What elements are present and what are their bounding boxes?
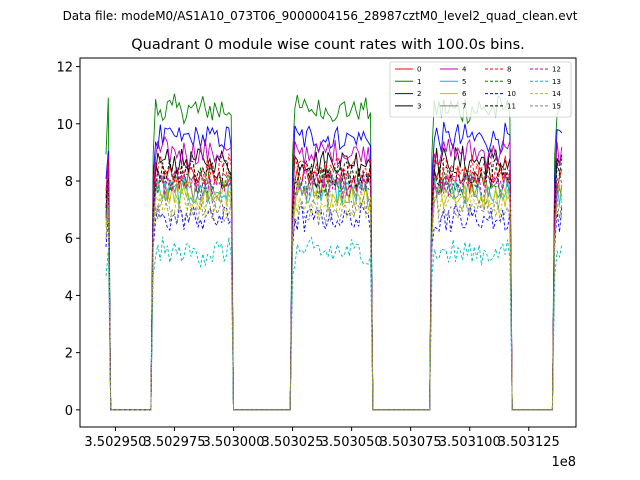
y-tick-label: 8 — [65, 175, 73, 190]
legend-label-1: 1 — [417, 78, 421, 86]
y-axis: 0 2 4 6 8 10 12 — [56, 61, 80, 419]
y-tick-label: 12 — [56, 61, 73, 76]
y-tick-label: 0 — [65, 404, 73, 419]
y-tick-label: 4 — [65, 289, 73, 304]
x-offset-label: 1e8 — [551, 455, 576, 470]
x-tick-label: 3.503025 — [262, 435, 324, 450]
legend-label-14: 14 — [552, 90, 561, 98]
legend-label-11: 11 — [507, 102, 516, 110]
series-line-9 — [105, 165, 563, 411]
x-tick-label: 3.503050 — [321, 435, 383, 450]
series-line-10 — [105, 202, 563, 411]
x-tick-label: 3.503000 — [203, 435, 265, 450]
legend-label-7: 7 — [462, 102, 466, 110]
legend-label-9: 9 — [507, 78, 511, 86]
x-tick-label: 3.503125 — [498, 435, 560, 450]
legend-label-12: 12 — [552, 66, 561, 74]
series-line-14 — [105, 188, 563, 411]
x-tick-label: 3.502975 — [143, 435, 205, 450]
x-axis: 3.5029503.5029753.5030003.5030253.503050… — [84, 427, 560, 450]
legend-label-10: 10 — [507, 90, 516, 98]
series-line-2 — [105, 121, 563, 411]
chart-title: Quadrant 0 module wise count rates with … — [131, 37, 525, 53]
legend-label-13: 13 — [552, 78, 561, 86]
x-tick-label: 3.503075 — [380, 435, 442, 450]
plot-lines — [105, 93, 563, 411]
series-line-12 — [105, 167, 563, 411]
series-line-7 — [105, 172, 563, 411]
plot-frame — [79, 57, 577, 428]
x-tick-label: 3.503100 — [439, 435, 501, 450]
legend-label-4: 4 — [462, 66, 467, 74]
legend-label-0: 0 — [417, 66, 421, 74]
legend-label-6: 6 — [462, 90, 467, 98]
legend-label-2: 2 — [417, 90, 421, 98]
y-tick-label: 6 — [65, 232, 73, 247]
series-line-8 — [105, 153, 563, 411]
series-line-13 — [105, 236, 563, 411]
series-line-4 — [105, 135, 563, 411]
chart-suptitle: Data file: modeM0/AS1A10_073T06_90000041… — [63, 9, 578, 23]
legend-label-5: 5 — [462, 78, 466, 86]
y-tick-label: 2 — [65, 347, 73, 362]
legend-box — [389, 61, 572, 118]
series-line-11 — [105, 155, 563, 411]
x-tick-label: 3.502950 — [84, 435, 146, 450]
series-line-5 — [105, 175, 563, 411]
legend-label-3: 3 — [417, 102, 421, 110]
legend-label-15: 15 — [552, 102, 561, 110]
y-tick-label: 10 — [56, 118, 73, 133]
legend-label-8: 8 — [507, 66, 511, 74]
series-line-15 — [105, 194, 563, 411]
